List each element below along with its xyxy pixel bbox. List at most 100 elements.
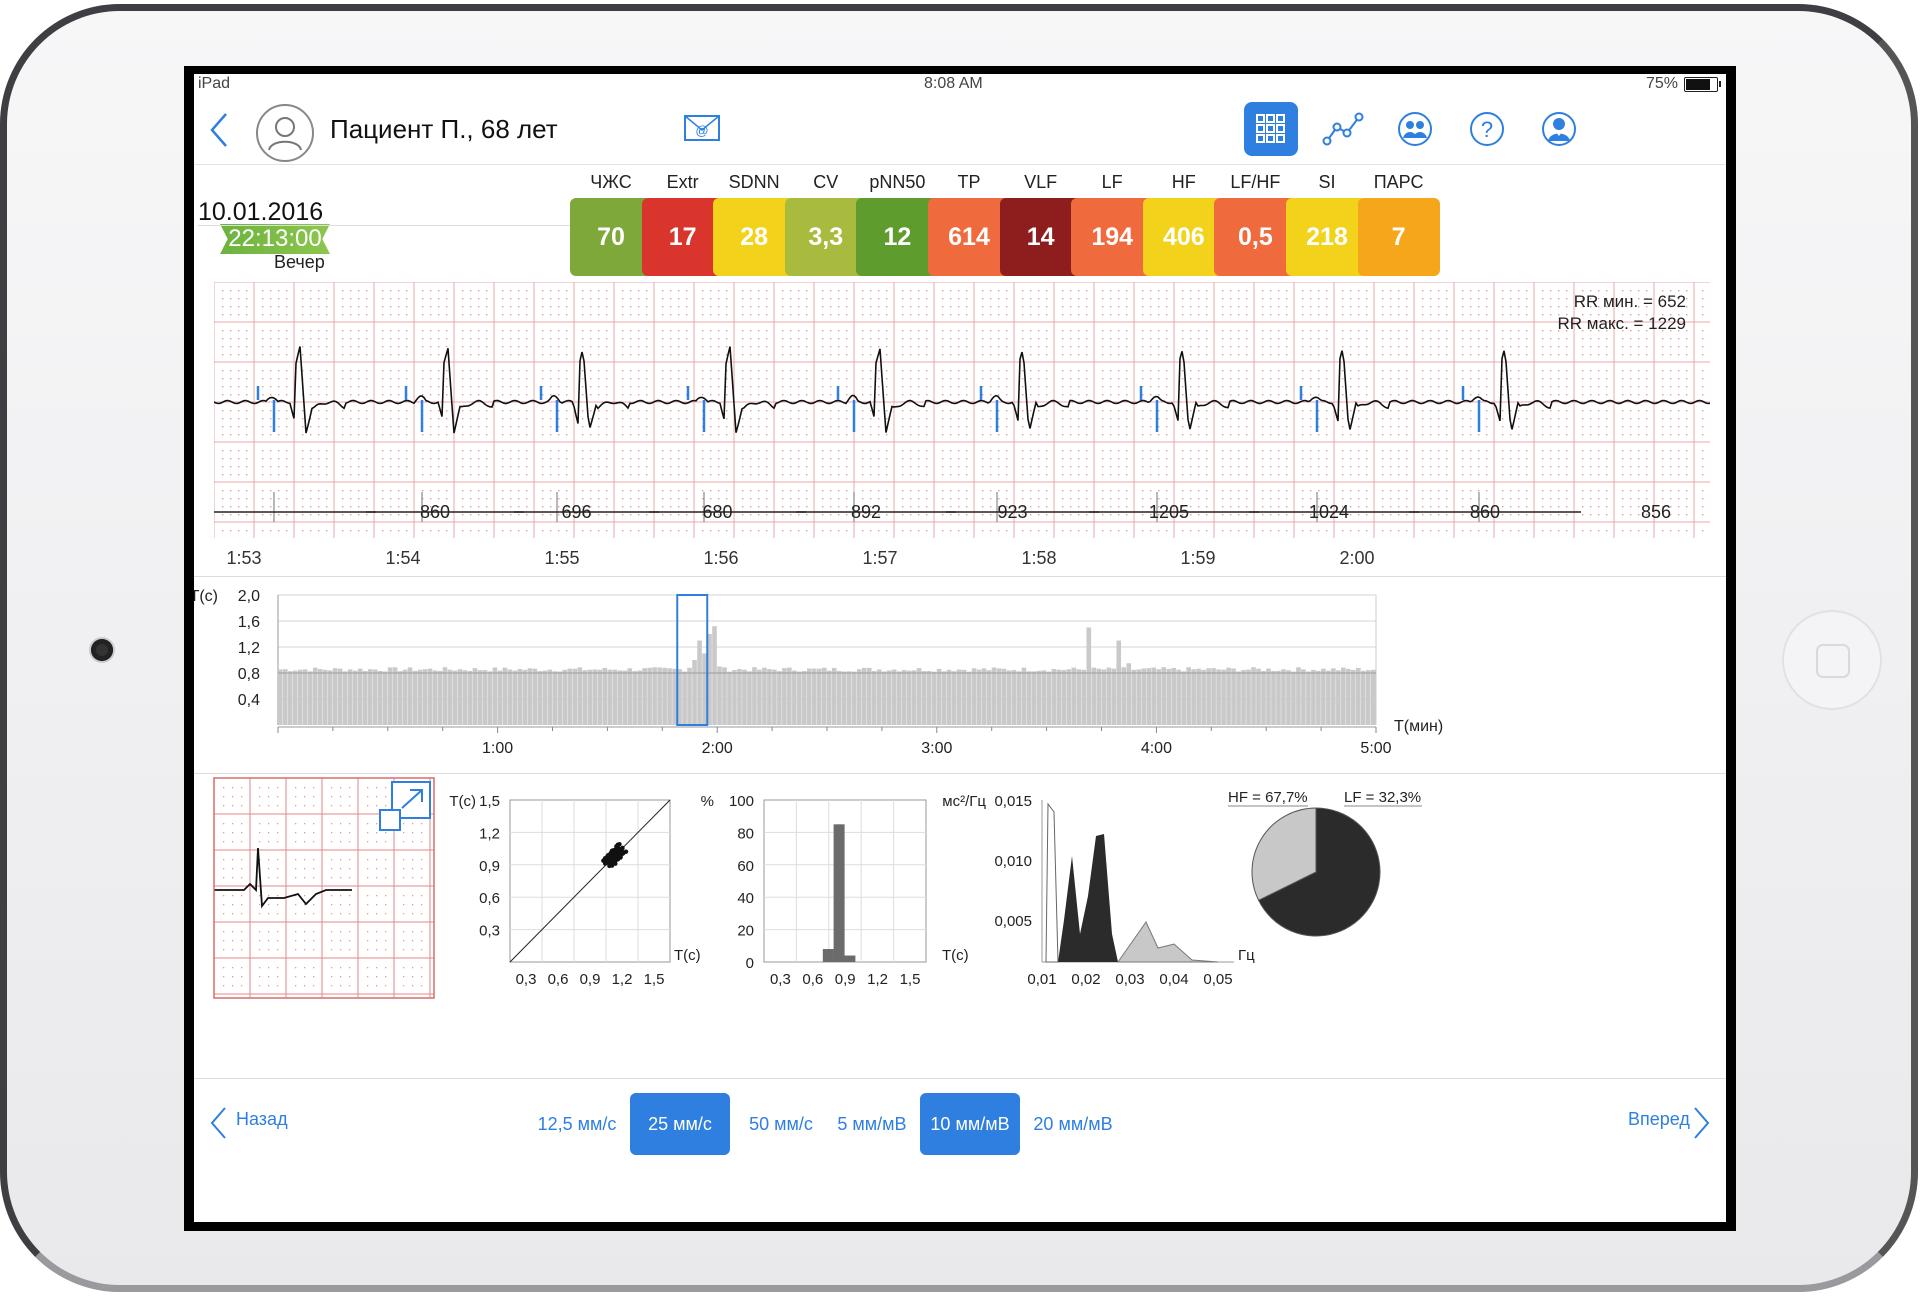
- grid-dot: [1126, 506, 1128, 508]
- forward-link[interactable]: Вперед: [1628, 1109, 1690, 1129]
- grid-dot: [822, 394, 824, 396]
- back-link[interactable]: Назад: [236, 1109, 288, 1129]
- trend-chart-icon[interactable]: [1316, 102, 1370, 156]
- grid-dot: [1638, 306, 1640, 308]
- grid-dot: [838, 498, 840, 500]
- grid-dot: [686, 458, 688, 460]
- grid-dot: [430, 378, 432, 380]
- grid-dot: [222, 346, 224, 348]
- grid-dot: [1598, 394, 1600, 396]
- grid-dot: [742, 418, 744, 420]
- hist-bar: [822, 949, 834, 962]
- speed-12-5-button[interactable]: 12,5 мм/с: [537, 1114, 617, 1134]
- grid-dot: [862, 306, 864, 308]
- grid-dot: [502, 466, 504, 468]
- grid-dot: [331, 913, 333, 915]
- grid-dot: [678, 490, 680, 492]
- grid-dot: [1342, 306, 1344, 308]
- profile-icon[interactable]: [1532, 102, 1586, 156]
- grid-dot: [262, 450, 264, 452]
- help-icon[interactable]: ?: [1460, 102, 1514, 156]
- grid-dot: [710, 426, 712, 428]
- grid-dot: [742, 506, 744, 508]
- grid-dot: [246, 410, 248, 412]
- grid-dot: [1398, 466, 1400, 468]
- grid-dot: [1590, 466, 1592, 468]
- grid-dot: [806, 450, 808, 452]
- grid-dot: [1278, 506, 1280, 508]
- grid-dot: [422, 370, 424, 372]
- metric-7[interactable]: LF 194: [1071, 170, 1154, 276]
- grid-dot: [1062, 338, 1064, 340]
- grid-dot: [1062, 378, 1064, 380]
- grid-dot: [278, 370, 280, 372]
- grid-dot: [1646, 490, 1648, 492]
- amp-20-button[interactable]: 20 мм/мВ: [1033, 1114, 1113, 1134]
- grid-dot: [838, 506, 840, 508]
- metric-3[interactable]: CV 3,3: [784, 170, 867, 276]
- grid-dot: [862, 506, 864, 508]
- grid-dot: [286, 378, 288, 380]
- grid-icon[interactable]: [1244, 102, 1298, 156]
- back-arrow-icon[interactable]: [208, 1105, 228, 1141]
- grid-dot: [366, 450, 368, 452]
- metric-6[interactable]: VLF 14: [999, 170, 1082, 276]
- metric-5[interactable]: TP 614: [928, 170, 1010, 276]
- grid-dot: [950, 418, 952, 420]
- rhythm-bar: [1316, 670, 1321, 725]
- grid-dot: [1638, 346, 1640, 348]
- user-avatar-icon[interactable]: [256, 104, 314, 162]
- speed-25-button[interactable]: 25 мм/с: [630, 1093, 730, 1155]
- grid-dot: [1230, 458, 1232, 460]
- back-chevron-icon[interactable]: [206, 110, 232, 150]
- grid-dot: [486, 330, 488, 332]
- metric-8[interactable]: HF 406: [1142, 170, 1225, 276]
- email-icon[interactable]: @: [683, 110, 721, 144]
- grid-dot: [910, 410, 912, 412]
- grid-dot: [878, 426, 880, 428]
- speed-50-button[interactable]: 50 мм/с: [749, 1114, 813, 1134]
- grid-dot: [1030, 370, 1032, 372]
- amp-10-button[interactable]: 10 мм/мВ: [920, 1093, 1020, 1155]
- forward-arrow-icon[interactable]: [1692, 1105, 1712, 1141]
- metric-10[interactable]: SI 218: [1286, 170, 1368, 276]
- grid-dot: [1678, 466, 1680, 468]
- metric-2[interactable]: SDNN 28: [713, 170, 796, 276]
- grid-dot: [1350, 314, 1352, 316]
- grid-dot: [1430, 330, 1432, 332]
- metric-4[interactable]: pNN50 12: [856, 170, 939, 276]
- grid-dot: [1670, 314, 1672, 316]
- grid-dot: [1558, 314, 1560, 316]
- grid-dot: [270, 306, 272, 308]
- grid-dot: [1030, 410, 1032, 412]
- grid-dot: [1246, 338, 1248, 340]
- grid-dot: [798, 466, 800, 468]
- metric-0[interactable]: ЧЖС 70: [570, 170, 652, 276]
- grid-dot: [646, 378, 648, 380]
- metric-9[interactable]: LF/HF 0,5: [1214, 170, 1297, 276]
- grid-dot: [926, 330, 928, 332]
- grid-dot: [1366, 378, 1368, 380]
- metric-1[interactable]: Extr 17: [641, 170, 724, 276]
- grid-dot: [606, 306, 608, 308]
- grid-dot: [1006, 330, 1008, 332]
- grid-dot: [1390, 466, 1392, 468]
- amp-5-button[interactable]: 5 мм/мВ: [837, 1114, 907, 1134]
- rhythmogram-chart[interactable]: 2,0T(c)1,61,20,80,41:00 2:00 3:00 4:00 5:00T…: [194, 577, 1726, 773]
- grid-dot: [367, 823, 369, 825]
- grid-dot: [686, 410, 688, 412]
- grid-dot: [1350, 490, 1352, 492]
- grid-dot: [342, 314, 344, 316]
- home-button[interactable]: [1782, 610, 1882, 710]
- grid-dot: [798, 306, 800, 308]
- grid-dot: [1078, 410, 1080, 412]
- grid-dot: [382, 498, 384, 500]
- grid-dot: [998, 394, 1000, 396]
- group-icon[interactable]: [1388, 102, 1442, 156]
- grid-dot: [1678, 378, 1680, 380]
- grid-dot: [1382, 298, 1384, 300]
- grid-dot: [1142, 530, 1144, 532]
- grid-dot: [222, 370, 224, 372]
- grid-dot: [1622, 338, 1624, 340]
- metric-11[interactable]: ПАРС 7: [1357, 170, 1440, 276]
